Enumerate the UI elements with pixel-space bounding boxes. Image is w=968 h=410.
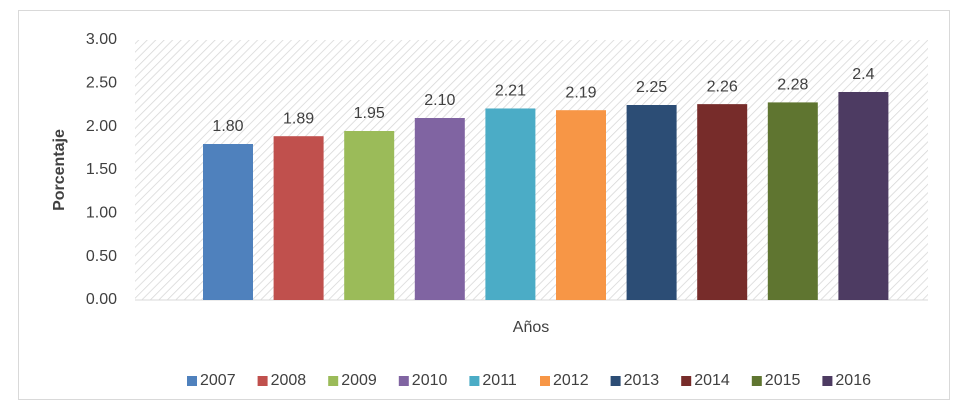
- legend-label: 2008: [271, 372, 307, 389]
- bar: [273, 136, 324, 300]
- bar: [767, 102, 818, 301]
- bar: [626, 105, 677, 300]
- y-tick-label: 1.50: [86, 161, 117, 178]
- bar: [838, 92, 889, 300]
- x-axis-title: Años: [513, 319, 549, 336]
- data-label: 2.10: [424, 92, 455, 109]
- legend-swatch: [257, 376, 268, 386]
- legend-label: 2014: [694, 372, 730, 389]
- data-label: 1.89: [283, 110, 314, 127]
- bar: [414, 118, 465, 300]
- y-tick-label: 1.00: [86, 205, 117, 222]
- data-label: 1.95: [354, 105, 385, 122]
- legend-swatch: [540, 376, 550, 386]
- legend-label: 2013: [624, 372, 660, 389]
- bar: [344, 131, 395, 300]
- legend-swatch: [610, 376, 621, 386]
- bar: [485, 108, 536, 300]
- legend-label: 2016: [835, 372, 871, 389]
- legend-swatch: [398, 376, 409, 386]
- y-tick-label: 2.00: [86, 118, 117, 135]
- y-tick-label: 3.00: [86, 31, 117, 48]
- data-label: 2.4: [852, 66, 874, 83]
- legend-label: 2007: [200, 372, 236, 389]
- bar: [556, 110, 606, 300]
- legend-label: 2012: [553, 372, 589, 389]
- legend-swatch: [328, 376, 339, 386]
- y-tick-label: 2.50: [86, 75, 117, 92]
- legend-swatch: [822, 376, 833, 386]
- y-tick-label: 0.50: [86, 248, 117, 265]
- bar: [203, 144, 253, 300]
- y-axis-title: Porcentaje: [51, 129, 68, 211]
- legend-label: 2009: [341, 372, 377, 389]
- bar: [697, 104, 748, 300]
- data-label: 2.28: [777, 77, 808, 94]
- legend-label: 2011: [482, 372, 517, 389]
- data-label: 2.25: [636, 79, 667, 96]
- legend-swatch: [681, 376, 692, 386]
- legend-swatch: [469, 376, 480, 386]
- data-label: 1.80: [212, 118, 243, 135]
- y-tick-label: 0.00: [86, 291, 117, 308]
- legend-swatch: [187, 376, 197, 386]
- legend-swatch: [751, 376, 762, 386]
- data-label: 2.21: [495, 83, 526, 100]
- data-label: 2.19: [565, 84, 596, 101]
- legend-label: 2015: [765, 372, 801, 389]
- data-label: 2.26: [707, 78, 738, 95]
- legend-label: 2010: [412, 372, 448, 389]
